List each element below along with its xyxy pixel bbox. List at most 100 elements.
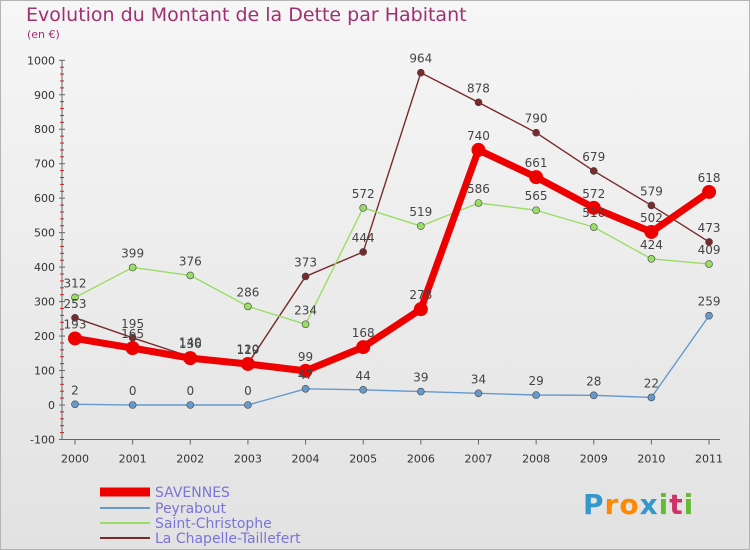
data-point: [298, 363, 313, 378]
data-point: [705, 238, 713, 246]
data-point: [71, 313, 79, 322]
data-label: 0: [186, 384, 194, 398]
data-point: [417, 68, 425, 77]
logo-letter: r: [604, 488, 620, 521]
data-point: [240, 356, 255, 371]
x-tick-label: 2008: [522, 452, 550, 465]
y-tick-label: 500: [34, 227, 55, 240]
data-label: 473: [698, 221, 721, 235]
data-label: 790: [525, 112, 548, 126]
data-label: 0: [244, 384, 252, 398]
data-point: [301, 320, 310, 329]
logo-letter: o: [619, 488, 640, 521]
legend-label: Saint-Christophe: [155, 516, 272, 532]
data-point: [474, 98, 483, 107]
legend-label: La Chapelle-Taillefert: [155, 531, 301, 547]
data-point: [417, 222, 425, 230]
series-line-2: [74, 202, 710, 326]
x-tick-label: 2005: [349, 452, 377, 465]
y-tick-label: 400: [34, 261, 55, 274]
data-point: [301, 384, 310, 393]
y-tick-label: 1000: [27, 54, 55, 67]
data-label: 22: [644, 376, 659, 390]
chart-title: Evolution du Montant de la Dette par Hab…: [26, 4, 467, 26]
data-point: [301, 272, 310, 281]
data-point: [532, 391, 540, 399]
data-label: 39: [413, 371, 428, 385]
logo-letter: P: [583, 488, 605, 521]
data-label: 259: [698, 295, 721, 309]
data-label: 572: [352, 187, 375, 201]
data-point: [244, 302, 252, 311]
data-point: [644, 224, 659, 239]
data-label: 679: [582, 150, 605, 164]
data-label: 661: [525, 156, 548, 170]
data-point: [647, 393, 656, 402]
data-point: [186, 271, 195, 280]
data-label: 424: [640, 238, 663, 252]
data-label: 579: [640, 184, 663, 198]
logo-letter: t: [669, 488, 684, 521]
data-point: [474, 389, 483, 398]
x-tick-label: 2000: [61, 452, 89, 465]
data-label: 586: [467, 182, 490, 196]
data-point: [186, 401, 195, 409]
y-tick-label: 600: [34, 192, 55, 205]
data-point: [474, 199, 483, 207]
data-label: 502: [640, 211, 663, 225]
data-point: [705, 311, 713, 320]
data-point: [705, 260, 713, 268]
data-point: [647, 201, 656, 210]
data-label: 234: [294, 303, 317, 317]
x-tick-label: 2010: [637, 452, 665, 465]
data-label: 444: [352, 231, 375, 245]
y-tick-label: 200: [34, 330, 55, 343]
data-label: 312: [64, 276, 87, 290]
data-label: 119: [236, 343, 259, 357]
data-point: [532, 206, 540, 215]
data-label: 44: [356, 369, 371, 383]
data-label: 740: [467, 129, 490, 143]
data-label: 193: [64, 317, 87, 331]
logo-letter: x: [639, 488, 659, 521]
series-line-0: [71, 146, 713, 375]
data-label: 168: [352, 326, 375, 340]
data-label: 409: [698, 243, 721, 257]
x-tick-label: 2004: [292, 452, 320, 465]
data-label: 278: [409, 288, 432, 302]
y-tick-label: 900: [34, 89, 55, 102]
proxiti-logo: Proxiti: [583, 488, 694, 521]
data-label: 878: [467, 81, 490, 95]
data-label: 120: [236, 343, 259, 357]
series-line-1: [74, 315, 710, 406]
data-point: [589, 223, 598, 231]
legend-label: SAVENNES: [155, 485, 230, 501]
y-tick-label: -100: [30, 433, 55, 446]
data-label: 195: [121, 317, 144, 331]
data-point: [128, 263, 137, 272]
unit-label: (en €): [27, 28, 60, 41]
data-label: 516: [582, 206, 605, 220]
data-label: 47: [298, 368, 313, 382]
data-point: [128, 401, 137, 409]
x-tick-label: 2011: [695, 452, 723, 465]
data-label: 373: [294, 255, 317, 269]
data-point: [532, 128, 540, 137]
data-point: [586, 200, 601, 215]
data-label: 136: [179, 337, 202, 351]
y-tick-label: 800: [34, 123, 55, 136]
data-label: 519: [409, 205, 432, 219]
data-label: 2: [71, 383, 79, 397]
data-point: [68, 331, 82, 346]
x-tick-label: 2009: [580, 452, 608, 465]
data-point: [71, 400, 79, 409]
data-label: 29: [528, 374, 543, 388]
data-point: [183, 351, 198, 366]
data-point: [413, 302, 428, 317]
data-point: [244, 401, 252, 409]
data-label: 99: [298, 350, 313, 364]
data-point: [702, 184, 717, 199]
x-tick-label: 2001: [119, 452, 147, 465]
